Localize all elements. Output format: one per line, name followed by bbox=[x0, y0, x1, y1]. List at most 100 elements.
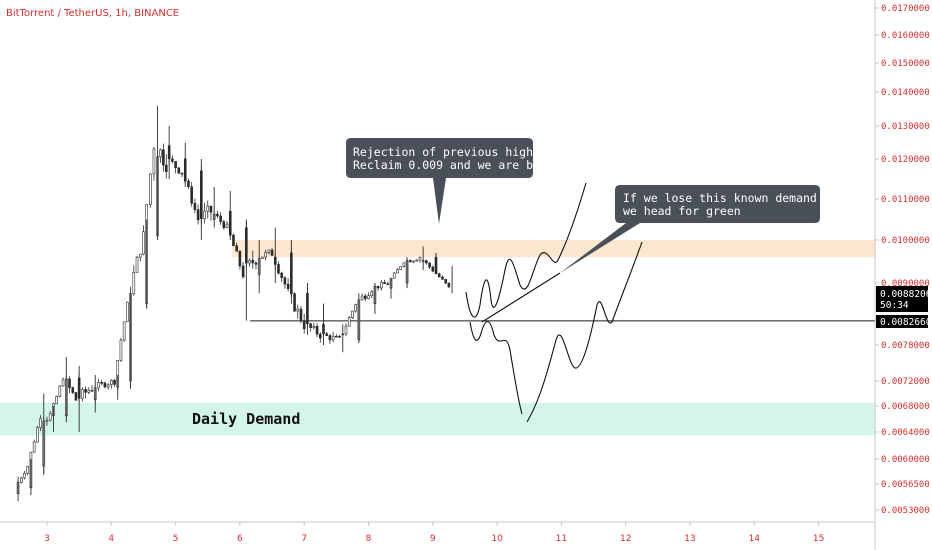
candle-body bbox=[149, 173, 152, 205]
candle-body bbox=[351, 310, 354, 318]
countdown-value: 50:34 bbox=[880, 300, 909, 311]
projection-recovery-path bbox=[526, 241, 643, 423]
candle-body bbox=[277, 264, 280, 274]
daily-demand-zone bbox=[0, 402, 875, 436]
plot-area[interactable] bbox=[0, 0, 875, 522]
y-tick-label: 0.0090000 bbox=[881, 279, 930, 289]
candle-body bbox=[119, 339, 123, 361]
projection-bullish-path bbox=[465, 182, 587, 318]
candle-body bbox=[39, 418, 42, 428]
candle-body bbox=[338, 335, 341, 338]
candle-body bbox=[286, 283, 290, 289]
candle-body bbox=[251, 259, 255, 264]
candle-body bbox=[32, 441, 36, 453]
last-price-value: 0.0088206 bbox=[880, 289, 932, 300]
candle-body bbox=[261, 256, 264, 259]
support-price-tag: 0.0082660 bbox=[876, 315, 932, 328]
candle-body bbox=[84, 389, 87, 393]
candle-body bbox=[418, 257, 422, 261]
candle-body bbox=[61, 379, 65, 387]
candle-body bbox=[162, 149, 165, 166]
candle-body bbox=[159, 149, 162, 158]
candle-body bbox=[309, 323, 312, 328]
candle-body bbox=[206, 205, 210, 212]
daily-demand-label: Daily Demand bbox=[192, 410, 300, 428]
candle-body bbox=[283, 277, 287, 285]
candle-body bbox=[48, 413, 52, 421]
candle-body bbox=[412, 260, 415, 263]
y-axis[interactable]: 0.0170000 0.0160000 0.0150000 0.0140000 0.01… bbox=[875, 4, 930, 516]
candle-body bbox=[126, 301, 129, 323]
support-price-value: 0.0082660 bbox=[880, 317, 932, 328]
y-tick-label: 0.0078000 bbox=[881, 341, 930, 351]
candle-body bbox=[415, 259, 419, 262]
candle-body bbox=[122, 321, 126, 341]
candle-body bbox=[267, 249, 271, 253]
candle-body bbox=[103, 382, 107, 388]
x-tick-label: 13 bbox=[684, 534, 695, 544]
callout-lose-demand-line-1: If we lose this known demand zone, bbox=[623, 191, 858, 205]
x-tick-label: 8 bbox=[366, 534, 372, 544]
candle-body bbox=[335, 335, 338, 338]
candle-body bbox=[325, 333, 329, 336]
candles-layer bbox=[16, 105, 453, 502]
candle-body bbox=[428, 262, 431, 268]
candle-body bbox=[280, 272, 283, 278]
candle-body bbox=[177, 167, 181, 174]
callout-rejection[interactable]: Rejection of previous high. Reclaim 0.00… bbox=[346, 138, 575, 224]
candle-body bbox=[203, 210, 206, 219]
candle-body bbox=[331, 335, 335, 341]
x-tick-label: 6 bbox=[237, 534, 243, 544]
candle-body bbox=[399, 266, 402, 270]
candle-body bbox=[383, 282, 386, 284]
candle-body bbox=[190, 186, 193, 204]
candle-body bbox=[232, 234, 235, 247]
candle-body bbox=[113, 380, 116, 385]
candle-body bbox=[36, 427, 39, 443]
y-tick-label: 0.0150000 bbox=[881, 59, 930, 69]
candle-body bbox=[58, 385, 62, 397]
candle-body bbox=[100, 382, 103, 384]
support-price-tag-bg bbox=[876, 315, 928, 328]
y-tick-label: 0.0064000 bbox=[881, 428, 930, 438]
candle-body bbox=[380, 282, 383, 289]
candle-body bbox=[81, 389, 84, 399]
candle-body bbox=[264, 252, 267, 258]
x-axis[interactable]: 3 4 5 6 7 8 9 10 11 12 13 14 15 bbox=[44, 522, 824, 544]
candle-body bbox=[225, 223, 229, 229]
y-tick-label: 0.0053000 bbox=[881, 506, 930, 516]
candle-body bbox=[248, 259, 251, 264]
candle-body bbox=[90, 390, 94, 392]
candle-body bbox=[138, 253, 142, 258]
x-tick-label: 15 bbox=[813, 534, 824, 544]
candle-body bbox=[296, 308, 300, 312]
y-tick-label: 0.0140000 bbox=[881, 88, 930, 98]
candle-body bbox=[328, 335, 332, 341]
candle-body bbox=[171, 158, 174, 162]
candle-body bbox=[216, 213, 219, 217]
candle-body bbox=[347, 317, 351, 327]
candle-body bbox=[360, 295, 364, 301]
candle-body bbox=[55, 396, 58, 405]
candle-body bbox=[367, 295, 370, 300]
y-tick-label: 0.0056500 bbox=[881, 480, 930, 490]
projection-paths bbox=[465, 182, 643, 423]
y-tick-label: 0.0170000 bbox=[881, 4, 930, 14]
candle-body bbox=[444, 279, 447, 284]
candle-body bbox=[441, 276, 444, 280]
y-tick-label: 0.0130000 bbox=[881, 122, 930, 132]
callout-lose-demand[interactable]: If we lose this known demand zone, we he… bbox=[560, 185, 858, 273]
x-tick-label: 4 bbox=[108, 534, 114, 544]
candle-body bbox=[235, 245, 238, 252]
candle-body bbox=[408, 260, 412, 263]
candle-body bbox=[386, 283, 390, 285]
candle-body bbox=[97, 382, 100, 389]
candle-body bbox=[26, 466, 30, 474]
candle-body bbox=[209, 205, 213, 213]
y-tick-label: 0.0160000 bbox=[881, 31, 930, 41]
candle-body bbox=[392, 272, 396, 279]
candle-body bbox=[238, 250, 242, 267]
candle-body bbox=[363, 295, 367, 300]
y-tick-label: 0.0110000 bbox=[881, 195, 930, 205]
